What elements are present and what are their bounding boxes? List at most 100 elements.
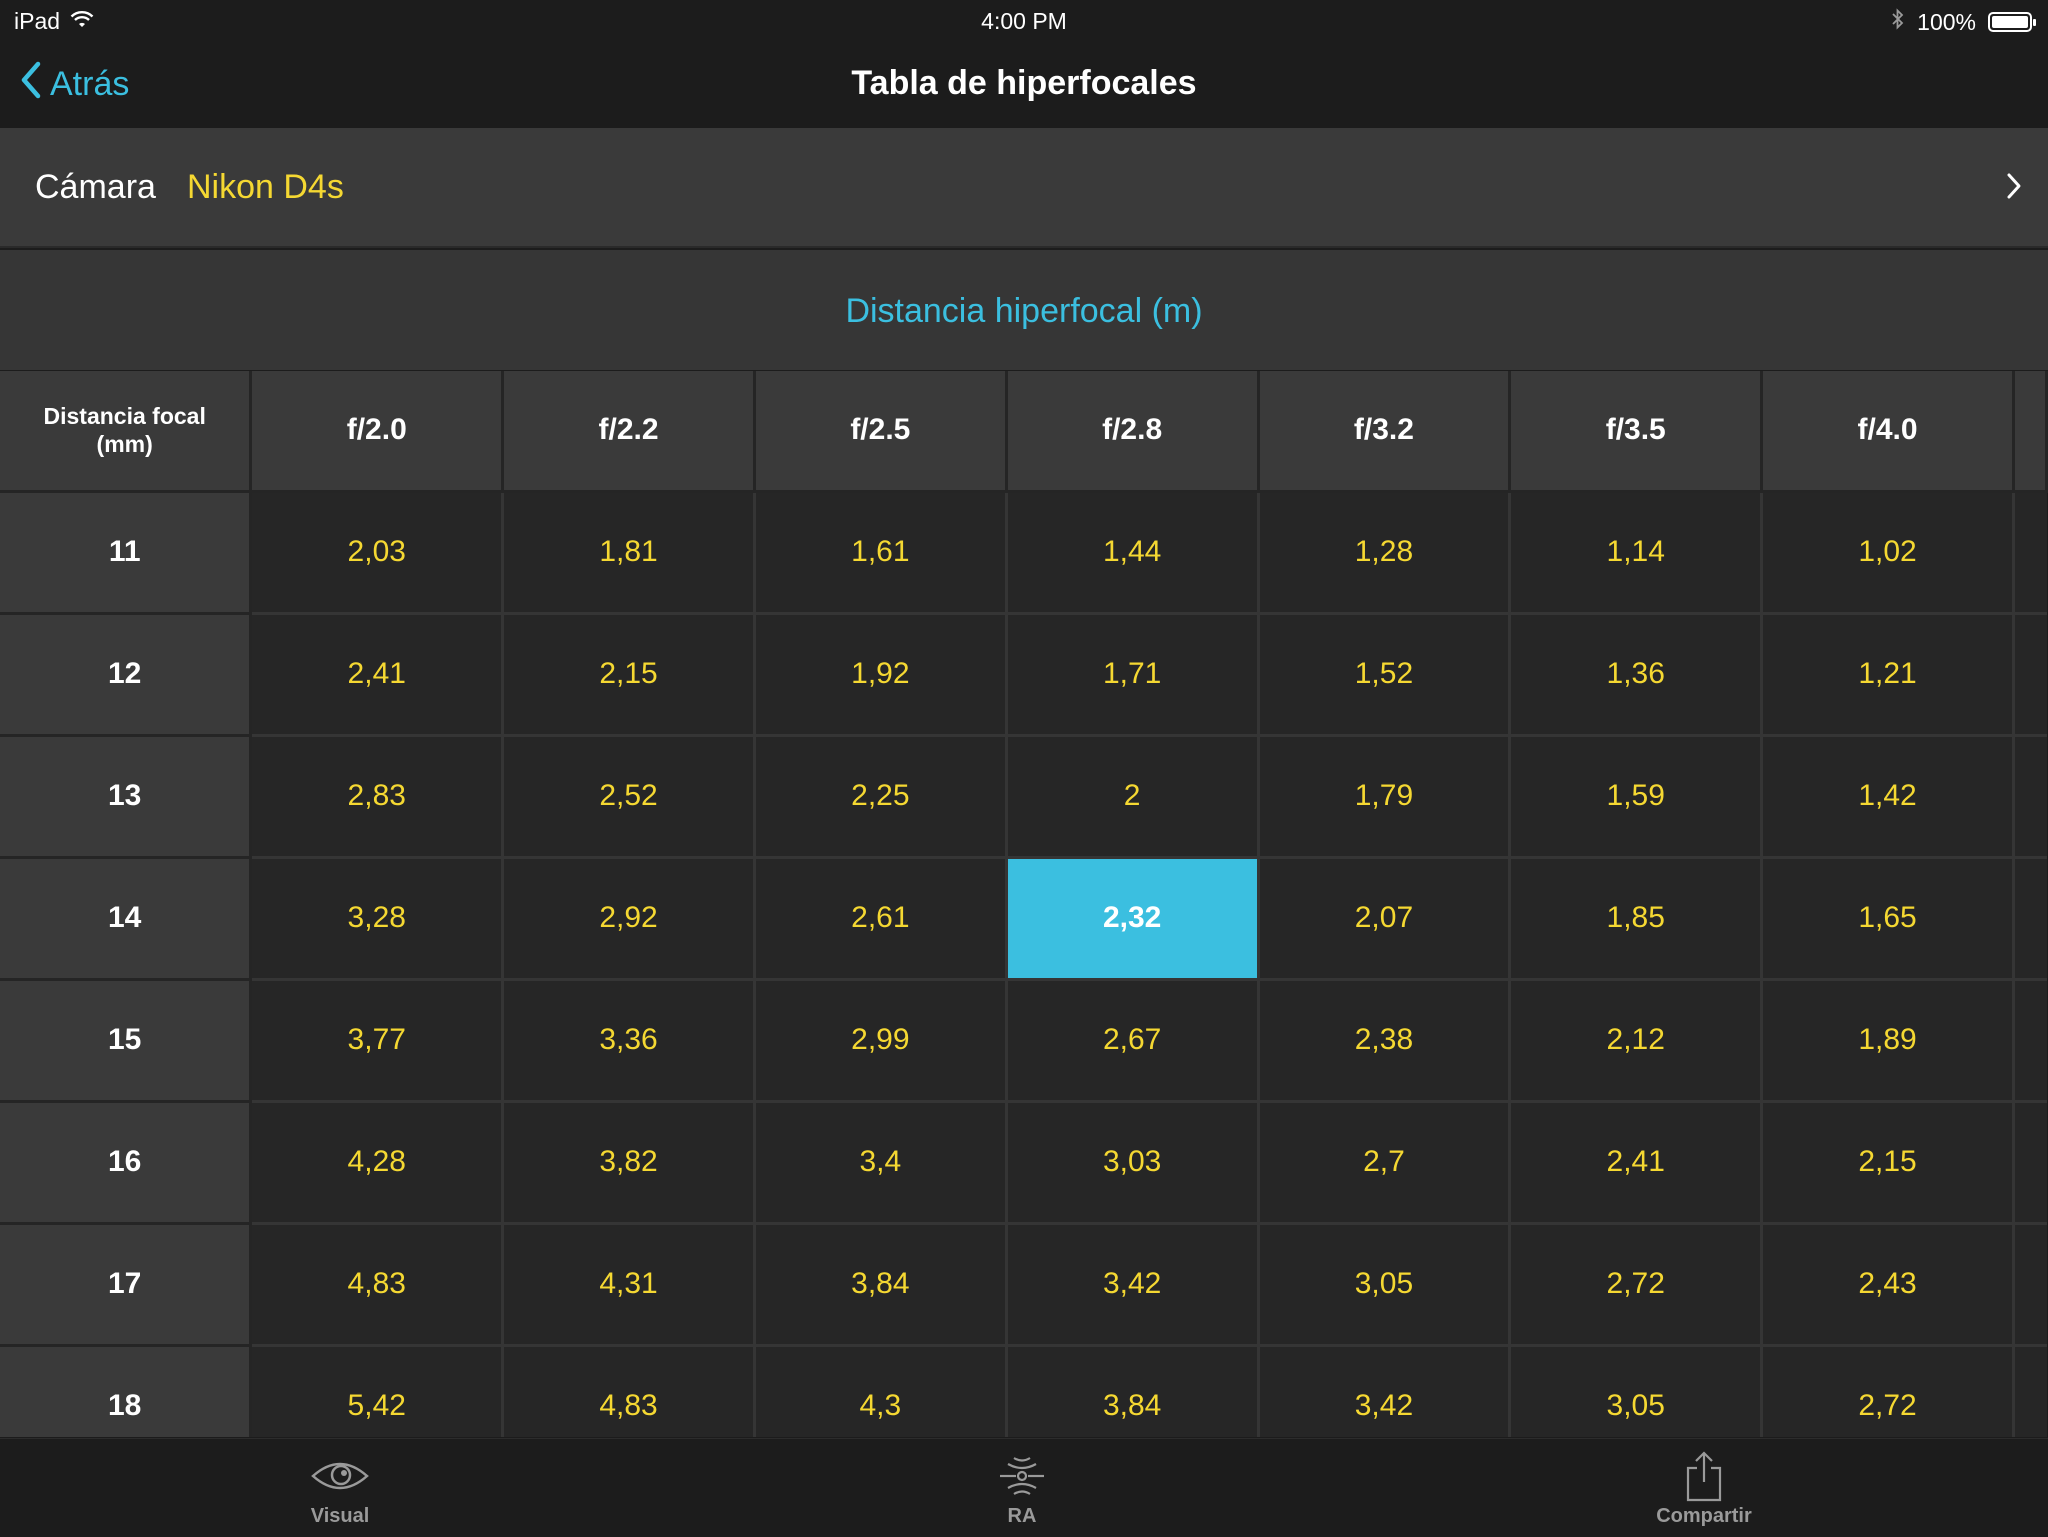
hyperfocal-value-cell[interactable]: 3,84: [1006, 1345, 1260, 1437]
battery-icon: [1988, 12, 2036, 32]
hyperfocal-value-cell[interactable]: 2,92: [502, 857, 756, 981]
focal-length-cell: 14: [0, 857, 253, 981]
table-header-row: Distancia focal (mm) f/2.0 f/2.2 f/2.5 f…: [0, 371, 2048, 493]
hyperfocal-value-cell[interactable]: 3,28: [250, 857, 505, 981]
table-row: 18 5,42 4,83 4,3 3,84 3,42 3,05 2,72: [0, 1345, 2047, 1437]
hyperfocal-value-cell[interactable]: 1,02: [1761, 491, 2015, 615]
table-row: 16 4,28 3,82 3,4 3,03 2,7 2,41 2,15: [0, 1101, 2047, 1225]
hyperfocal-value-cell[interactable]: 3,05: [1258, 1223, 1512, 1347]
hyperfocal-value-cell[interactable]: 2,72: [1509, 1223, 1764, 1347]
back-button[interactable]: Atrás: [20, 60, 129, 109]
hyperfocal-value-cell[interactable]: 1,89: [1761, 979, 2015, 1103]
aperture-header: f/4.0: [1761, 371, 2015, 493]
aperture-header-partial: [2013, 371, 2048, 493]
hyperfocal-value-cell[interactable]: 2,15: [502, 613, 756, 737]
hyperfocal-value-cell[interactable]: 3,42: [1258, 1345, 1512, 1437]
hyperfocal-value-cell[interactable]: 3,42: [1006, 1223, 1260, 1347]
tab-ra[interactable]: RA: [922, 1449, 1122, 1528]
status-right: 100%: [1891, 8, 2036, 36]
hyperfocal-value-cell[interactable]: 3,84: [754, 1223, 1008, 1347]
hyperfocal-value-cell[interactable]: 3,82: [502, 1101, 756, 1225]
hyperfocal-value-cell[interactable]: 2,7: [1258, 1101, 1512, 1225]
focal-length-cell: 18: [0, 1345, 253, 1437]
table-body: 11 2,03 1,81 1,61 1,44 1,28 1,14 1,02 12 2,41 2,15…: [0, 491, 2047, 1437]
focal-length-cell: 17: [0, 1223, 253, 1347]
hyperfocal-value-cell[interactable]: 1,71: [1006, 613, 1260, 737]
partial-column-cell: [2013, 1101, 2047, 1225]
tab-visual[interactable]: Visual: [240, 1449, 440, 1528]
hyperfocal-value-cell[interactable]: 2,03: [250, 491, 505, 615]
hyperfocal-value-cell[interactable]: 2,72: [1761, 1345, 2015, 1437]
hyperfocal-value-cell[interactable]: 4,3: [754, 1345, 1008, 1437]
tab-label: Visual: [310, 1505, 370, 1527]
hyperfocal-value-cell[interactable]: 3,77: [250, 979, 505, 1103]
hyperfocal-value-cell[interactable]: 1,85: [1509, 857, 1764, 981]
partial-column-cell: [2013, 1223, 2047, 1347]
hyperfocal-value-cell[interactable]: 2,38: [1258, 979, 1512, 1103]
section-header: Distancia hiperfocal (m): [0, 250, 2048, 370]
hyperfocal-table: Distancia focal (mm) f/2.0 f/2.2 f/2.5 f…: [0, 371, 2048, 1437]
hyperfocal-value-cell[interactable]: 4,31: [502, 1223, 756, 1347]
hyperfocal-value-cell[interactable]: 1,21: [1761, 613, 2015, 737]
hyperfocal-value-cell[interactable]: 1,61: [754, 491, 1008, 615]
hyperfocal-value-cell[interactable]: 4,83: [250, 1223, 505, 1347]
hyperfocal-value-cell[interactable]: 2,25: [754, 735, 1008, 859]
partial-column-cell: [2013, 491, 2047, 615]
hyperfocal-value-cell[interactable]: 1,28: [1258, 491, 1512, 615]
hyperfocal-value-cell[interactable]: 1,36: [1509, 613, 1764, 737]
table-corner-header: Distancia focal (mm): [0, 371, 253, 493]
chevron-right-icon: [2006, 172, 2022, 205]
hyperfocal-value-cell[interactable]: 1,92: [754, 613, 1008, 737]
hyperfocal-value-cell[interactable]: 1,52: [1258, 613, 1512, 737]
share-icon: [1604, 1449, 1804, 1503]
hyperfocal-table-container[interactable]: Distancia focal (mm) f/2.0 f/2.2 f/2.5 f…: [0, 371, 2048, 1437]
hyperfocal-value-cell[interactable]: 1,81: [502, 491, 756, 615]
hyperfocal-value-cell[interactable]: 1,42: [1761, 735, 2015, 859]
camera-value: Nikon D4s: [187, 168, 344, 206]
hyperfocal-value-cell[interactable]: 2: [1006, 735, 1260, 859]
hyperfocal-value-cell[interactable]: 2,99: [754, 979, 1008, 1103]
device-name: iPad: [14, 8, 61, 34]
aperture-header: f/2.8: [1006, 371, 1260, 493]
aperture-header: f/3.2: [1258, 371, 1512, 493]
tab-bar: Visual RA Compartir: [0, 1438, 2048, 1537]
tab-label: RA: [1007, 1505, 1037, 1527]
hyperfocal-value-cell[interactable]: 2,15: [1761, 1101, 2015, 1225]
hyperfocal-value-cell[interactable]: 2,83: [250, 735, 505, 859]
aperture-header: f/3.5: [1509, 371, 1764, 493]
hyperfocal-value-cell[interactable]: 1,65: [1761, 857, 2015, 981]
hyperfocal-value-cell[interactable]: 2,41: [250, 613, 505, 737]
hyperfocal-value-cell[interactable]: 1,79: [1258, 735, 1512, 859]
hyperfocal-value-cell[interactable]: 1,59: [1509, 735, 1764, 859]
camera-selector[interactable]: Cámara Nikon D4s: [0, 128, 2048, 248]
status-bar: iPad 4:00 PM 100%: [0, 0, 2048, 42]
hyperfocal-value-cell[interactable]: 2,41: [1509, 1101, 1764, 1225]
hyperfocal-value-cell[interactable]: 1,14: [1509, 491, 1764, 615]
chevron-left-icon: [20, 60, 42, 109]
hyperfocal-value-cell[interactable]: 4,28: [250, 1101, 505, 1225]
hyperfocal-value-cell[interactable]: 3,36: [502, 979, 756, 1103]
hyperfocal-value-cell[interactable]: 1,44: [1006, 491, 1260, 615]
status-time: 4:00 PM: [981, 8, 1067, 34]
hyperfocal-value-cell[interactable]: 3,03: [1006, 1101, 1260, 1225]
eye-icon: [240, 1449, 440, 1503]
hyperfocal-value-cell[interactable]: 3,4: [754, 1101, 1008, 1225]
hyperfocal-value-cell[interactable]: 5,42: [250, 1345, 505, 1437]
focal-length-cell: 12: [0, 613, 253, 737]
hyperfocal-value-cell[interactable]: 2,67: [1006, 979, 1260, 1103]
tab-compartir[interactable]: Compartir: [1604, 1449, 1804, 1528]
navigation-bar: Atrás Tabla de hiperfocales: [0, 42, 2048, 128]
hyperfocal-value-cell[interactable]: 3,05: [1509, 1345, 1764, 1437]
corner-label-line2: (mm): [96, 431, 153, 458]
partial-column-cell: [2013, 735, 2047, 859]
hyperfocal-value-cell-selected[interactable]: 2,32: [1006, 857, 1260, 981]
hyperfocal-value-cell[interactable]: 2,12: [1509, 979, 1764, 1103]
corner-label-line1: Distancia focal: [43, 403, 206, 430]
table-row: 12 2,41 2,15 1,92 1,71 1,52 1,36 1,21: [0, 613, 2047, 737]
hyperfocal-value-cell[interactable]: 4,83: [502, 1345, 756, 1437]
hyperfocal-value-cell[interactable]: 2,07: [1258, 857, 1512, 981]
hyperfocal-value-cell[interactable]: 2,52: [502, 735, 756, 859]
hyperfocal-value-cell[interactable]: 2,43: [1761, 1223, 2015, 1347]
partial-column-cell: [2013, 857, 2047, 981]
hyperfocal-value-cell[interactable]: 2,61: [754, 857, 1008, 981]
